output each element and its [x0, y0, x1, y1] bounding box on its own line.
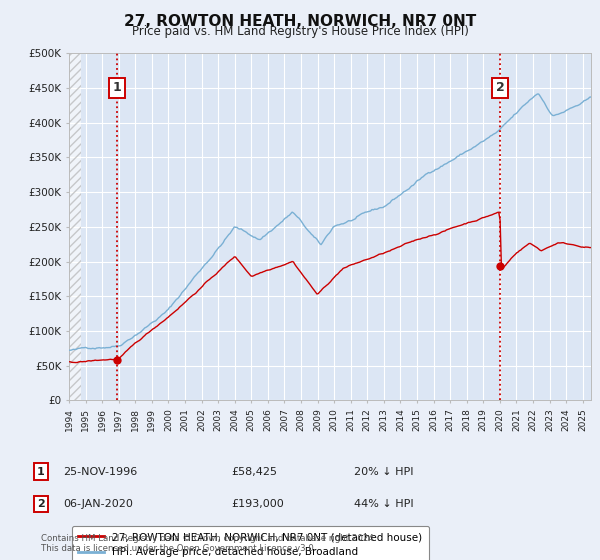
Text: 1: 1 [113, 81, 121, 95]
Text: Price paid vs. HM Land Registry's House Price Index (HPI): Price paid vs. HM Land Registry's House … [131, 25, 469, 38]
Text: 27, ROWTON HEATH, NORWICH, NR7 0NT: 27, ROWTON HEATH, NORWICH, NR7 0NT [124, 14, 476, 29]
Text: 2: 2 [37, 499, 44, 509]
Text: 44% ↓ HPI: 44% ↓ HPI [354, 499, 413, 509]
Text: Contains HM Land Registry data © Crown copyright and database right 2024.
This d: Contains HM Land Registry data © Crown c… [41, 534, 376, 553]
Text: 20% ↓ HPI: 20% ↓ HPI [354, 466, 413, 477]
Text: 06-JAN-2020: 06-JAN-2020 [63, 499, 133, 509]
Text: 2: 2 [496, 81, 505, 95]
Text: £58,425: £58,425 [231, 466, 277, 477]
Text: 25-NOV-1996: 25-NOV-1996 [63, 466, 137, 477]
Legend: 27, ROWTON HEATH, NORWICH, NR7 0NT (detached house), HPI: Average price, detache: 27, ROWTON HEATH, NORWICH, NR7 0NT (deta… [71, 526, 428, 560]
Bar [69, 53, 82, 400]
Text: 1: 1 [37, 466, 44, 477]
Text: £193,000: £193,000 [231, 499, 284, 509]
